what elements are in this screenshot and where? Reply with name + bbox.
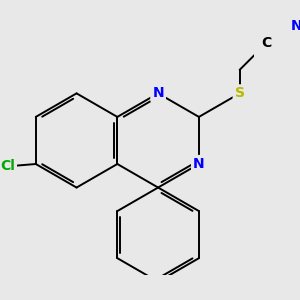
- Text: N: N: [193, 157, 205, 171]
- Text: N: N: [152, 86, 164, 100]
- Text: S: S: [235, 86, 245, 100]
- Text: C: C: [261, 36, 272, 50]
- Text: Cl: Cl: [0, 159, 15, 173]
- Text: N: N: [291, 19, 300, 32]
